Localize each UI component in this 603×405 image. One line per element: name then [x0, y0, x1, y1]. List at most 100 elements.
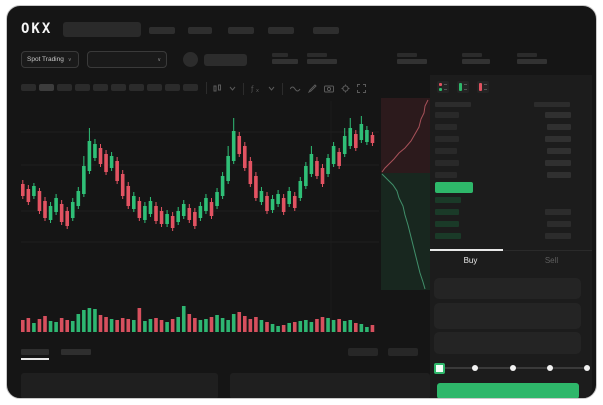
ask-row-price[interactable] — [435, 160, 459, 166]
stat-label — [307, 53, 327, 57]
market-type-selector[interactable]: Spot Trading ∨ — [21, 51, 79, 68]
book-bids-icon[interactable] — [457, 81, 469, 93]
last-price-badge — [435, 182, 473, 193]
toolbar-divider — [206, 82, 207, 94]
stat-label — [517, 53, 537, 57]
footer-content-panel — [230, 373, 430, 398]
ask-row-price[interactable] — [435, 148, 457, 154]
stat-label — [272, 53, 288, 57]
stat-value — [397, 59, 427, 64]
trade-form-field[interactable] — [434, 332, 581, 354]
timeframe-button[interactable] — [39, 84, 54, 91]
chart-footer-toggle[interactable] — [348, 348, 378, 356]
tab-buy[interactable]: Buy — [463, 256, 478, 265]
ask-row-amount — [545, 136, 571, 142]
stat-value — [307, 59, 337, 64]
timeframe-button[interactable] — [75, 84, 90, 91]
chevron-down-icon: ∨ — [157, 56, 161, 63]
timeframe-button[interactable] — [21, 84, 36, 91]
nav-item[interactable] — [149, 27, 175, 34]
ask-row-amount — [547, 124, 571, 130]
toolbar-divider — [243, 82, 244, 95]
bid-row-amount — [545, 209, 571, 215]
footer-tab-indicator — [21, 358, 49, 360]
search-input[interactable] — [63, 22, 141, 37]
stat-label — [397, 53, 417, 57]
camera-icon[interactable] — [324, 84, 334, 93]
nav-item[interactable] — [268, 27, 294, 34]
ob-header-col — [534, 102, 570, 107]
book-both-icon[interactable] — [437, 81, 449, 93]
ask-row-price[interactable] — [435, 112, 459, 118]
candlestick-chart[interactable] — [7, 6, 597, 399]
timeframe-button[interactable] — [111, 84, 126, 91]
line-tool-icon[interactable] — [290, 84, 301, 93]
timeframe-button[interactable] — [93, 84, 108, 91]
ask-row-amount — [547, 148, 571, 154]
stat-value — [272, 59, 298, 64]
ob-header-col — [435, 102, 471, 107]
slider-dot[interactable] — [472, 365, 479, 371]
bid-row-amount — [547, 221, 571, 227]
pair-name-placeholder — [204, 54, 247, 66]
settings-icon[interactable] — [341, 84, 350, 93]
stat-label — [462, 53, 482, 57]
buy-submit-button[interactable] — [437, 383, 579, 398]
nav-item[interactable] — [313, 27, 339, 34]
buy-tab-indicator — [430, 249, 503, 251]
footer-content-panel — [21, 373, 218, 398]
market-stats-row — [7, 6, 596, 76]
ask-row-amount — [547, 172, 571, 178]
trade-form-field[interactable] — [434, 278, 581, 299]
chart-footer-toggle[interactable] — [388, 348, 418, 356]
stat-value — [462, 59, 490, 64]
stat-value — [517, 59, 547, 64]
timeframe-button[interactable] — [57, 84, 72, 91]
pair-dropdown[interactable]: ∨ — [87, 51, 167, 68]
slider-dot[interactable] — [584, 365, 590, 371]
timeframe-row — [7, 6, 596, 106]
ask-row-price[interactable] — [435, 172, 457, 178]
chevron-down-icon[interactable] — [268, 85, 275, 92]
footer-tab[interactable] — [61, 349, 91, 355]
nav-item[interactable] — [188, 27, 212, 34]
market-type-label: Spot Trading — [27, 56, 64, 63]
svg-text:x: x — [256, 88, 259, 93]
bid-row-price[interactable] — [435, 221, 459, 227]
coin-avatar — [183, 52, 198, 67]
nav-item[interactable] — [228, 27, 254, 34]
candles-icon[interactable] — [213, 84, 222, 93]
footer — [7, 6, 596, 398]
order-book-panel: Buy Sell — [430, 75, 592, 398]
bid-row-price[interactable] — [435, 197, 461, 203]
bid-row-amount — [545, 233, 571, 239]
timeframe-button[interactable] — [147, 84, 162, 91]
fullscreen-icon[interactable] — [357, 84, 366, 93]
ask-row-amount — [545, 112, 571, 118]
timeframe-button[interactable] — [183, 84, 198, 91]
ask-row-amount — [545, 160, 571, 166]
top-nav — [7, 6, 596, 46]
ask-row-price[interactable] — [435, 124, 457, 130]
ask-row-price[interactable] — [435, 136, 459, 142]
slider-dot[interactable] — [546, 365, 553, 371]
okx-logo[interactable]: OKX — [21, 21, 53, 37]
slider-handle[interactable] — [434, 363, 445, 374]
toolbar-divider — [282, 82, 283, 95]
chevron-down-icon: ∨ — [67, 56, 72, 63]
bid-row-price[interactable] — [435, 233, 461, 239]
pencil-icon[interactable] — [308, 84, 317, 93]
timeframe-button[interactable] — [165, 84, 180, 91]
trade-form-field[interactable] — [434, 303, 581, 329]
svg-text:ƒ: ƒ — [251, 85, 254, 93]
tab-sell[interactable]: Sell — [544, 256, 559, 265]
book-asks-icon[interactable] — [477, 81, 489, 93]
timeframe-button[interactable] — [129, 84, 144, 91]
slider-dot[interactable] — [509, 365, 516, 371]
bid-row-price[interactable] — [435, 209, 459, 215]
footer-tab[interactable] — [21, 349, 49, 355]
chevron-down-icon[interactable] — [229, 85, 236, 92]
tab-divider — [430, 250, 592, 251]
